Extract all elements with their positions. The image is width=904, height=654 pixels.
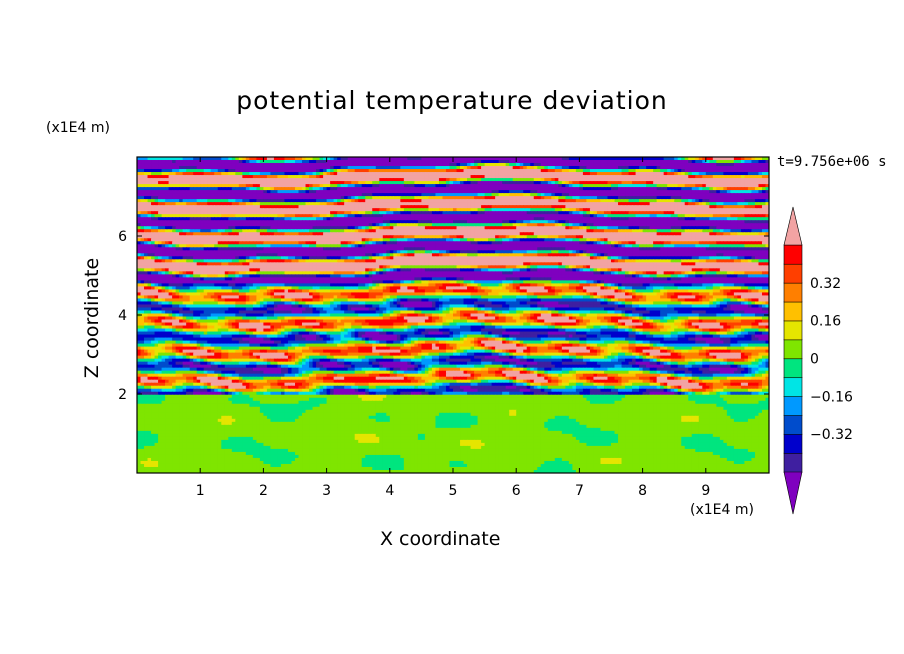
colorbar-band [783, 282, 803, 303]
colorbar-band [783, 396, 803, 416]
colorbar-band [783, 263, 803, 284]
colorbar-band [783, 320, 803, 341]
x-axis-label: X coordinate [380, 528, 501, 550]
x-tick-label: 9 [701, 483, 710, 499]
z-axis-unit: (x1E4 m) [46, 120, 110, 136]
x-axis-ticks: 1 2 3 4 5 6 7 8 9 [196, 157, 710, 499]
x-tick-label: 7 [575, 483, 584, 499]
colorbar-tick-label: 0 [810, 352, 819, 368]
colorbar-band [783, 358, 803, 379]
x-tick-label: 3 [322, 483, 331, 499]
colorbar-band [783, 339, 803, 360]
colorbar-over-arrow [783, 206, 803, 246]
colorbar-band [783, 377, 803, 397]
x-tick-label: 8 [638, 483, 647, 499]
colorbar-band [783, 452, 803, 473]
y-tick-label: 4 [118, 308, 127, 324]
colorbar: 0.32 0.16 0 −0.16 −0.32 [783, 206, 853, 515]
time-label: t=9.756e+06 s [777, 154, 887, 170]
colorbar-tick-label: 0.16 [810, 314, 841, 330]
colorbar-under-arrow [783, 471, 803, 515]
colorbar-band [783, 433, 803, 454]
colorbar-tick-label: 0.32 [810, 276, 841, 292]
x-tick-label: 1 [196, 483, 205, 499]
x-tick-label: 4 [385, 483, 394, 499]
x-tick-label: 6 [512, 483, 521, 499]
y-axis-ticks: 2 4 6 [118, 229, 769, 403]
colorbar-tick-label: −0.16 [810, 389, 853, 405]
x-tick-label: 2 [259, 483, 268, 499]
x-axis-unit: (x1E4 m) [690, 502, 754, 518]
colorbar-band [783, 414, 803, 435]
contour-field [137, 157, 769, 473]
y-tick-label: 2 [118, 387, 127, 403]
colorbar-band [783, 244, 803, 265]
y-tick-label: 6 [118, 229, 127, 245]
colorbar-band [783, 301, 803, 322]
x-tick-label: 5 [449, 483, 458, 499]
colorbar-tick-label: −0.32 [810, 427, 853, 443]
chart-title: potential temperature deviation [236, 86, 668, 115]
